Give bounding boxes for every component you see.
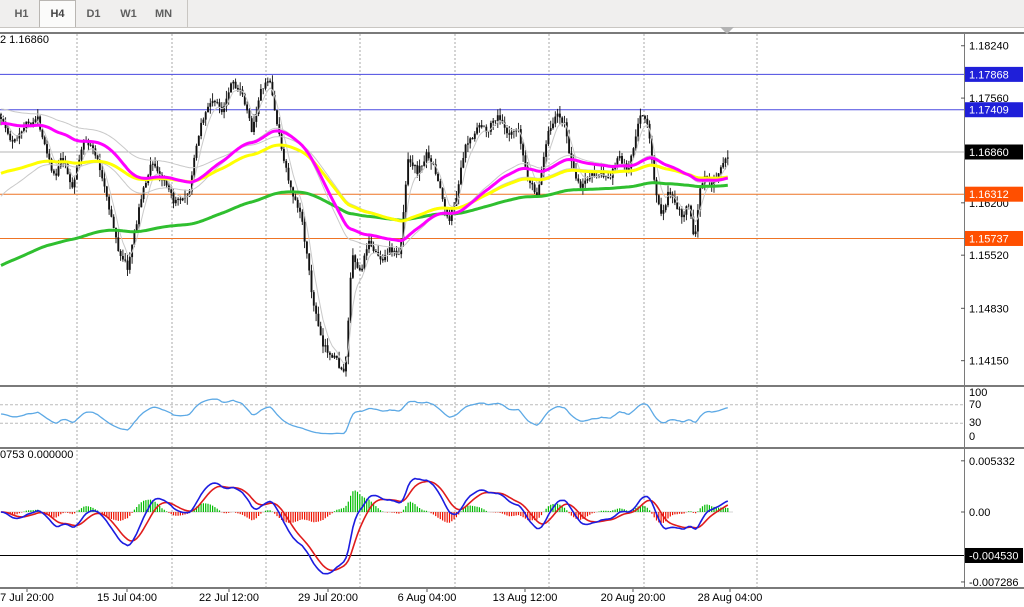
tab-h4[interactable]: H4 [39, 0, 76, 27]
macd-main-line [0, 477, 729, 575]
price-axis-label: 1.14150 [969, 356, 1009, 368]
macd-axis-label: 0.00 [969, 507, 990, 519]
price-axis-label: 1.14830 [969, 303, 1009, 315]
macd-info-fragment: 0753 0.000000 [0, 449, 74, 461]
toolbar-divider [187, 0, 188, 27]
oscillator-axis-label: 30 [969, 417, 981, 429]
tab-w1[interactable]: W1 [120, 7, 137, 20]
oscillator-axis-label: 100 [969, 387, 987, 399]
magenta-ma [0, 121, 729, 243]
timeframe-toolbar: H1 H4 D1 W1 MN [0, 0, 1024, 28]
price-line-badge [965, 66, 1023, 82]
time-axis-label: 22 Jul 12:00 [199, 592, 259, 604]
oscillator-line [0, 398, 728, 435]
time-axis-label: 20 Aug 20:00 [601, 592, 666, 604]
ohlc-info-fragment: 2 1.16860 [0, 34, 49, 46]
time-axis-label: 28 Aug 04:00 [698, 592, 763, 604]
price-line-badge-text: 1.17868 [969, 69, 1009, 81]
time-axis-label: 13 Aug 12:00 [493, 592, 558, 604]
current-price-badge [965, 144, 1023, 160]
price-axis-label: 1.17560 [969, 93, 1009, 105]
price-line-badge [965, 102, 1023, 118]
tab-mn[interactable]: MN [154, 7, 173, 20]
macd-signal-line [0, 480, 729, 572]
oscillator-axis-label: 70 [969, 399, 981, 411]
tab-h1[interactable]: H1 [14, 7, 29, 20]
time-axis-label: 29 Jul 20:00 [298, 592, 358, 604]
green-ma [0, 181, 728, 267]
yellow-ma [0, 143, 728, 223]
time-axis-label: 6 Aug 04:00 [398, 592, 457, 604]
price-line-badge-text: 1.17409 [969, 105, 1009, 117]
macd-axis-label: 0.005332 [969, 456, 1015, 468]
price-axis-label: 1.18240 [969, 41, 1009, 53]
price-line-badge [965, 186, 1023, 202]
macd-axis-label: -0.007286 [969, 577, 1019, 589]
time-axis-label: 15 Jul 04:00 [97, 592, 157, 604]
price-line-badge [965, 230, 1023, 246]
macd-level-badge-text: -0.004530 [969, 550, 1019, 562]
candlestick-wicks [0, 75, 729, 377]
macd-histogram-up [23, 490, 729, 512]
oscillator-axis-label: 0 [969, 431, 975, 443]
price-axis-label: 1.15520 [969, 250, 1009, 262]
current-price-badge-text: 1.16860 [969, 147, 1009, 159]
macd-level-badge [965, 547, 1023, 563]
time-axis-label: 7 Jul 20:00 [0, 592, 54, 604]
tab-d1[interactable]: D1 [86, 7, 101, 20]
price-line-badge-text: 1.15737 [969, 233, 1009, 245]
price-line-badge-text: 1.16312 [969, 189, 1009, 201]
gray-ma-fast [0, 87, 729, 364]
candlestick-bodies [0, 80, 729, 372]
chart-shift-marker-icon [720, 27, 734, 34]
